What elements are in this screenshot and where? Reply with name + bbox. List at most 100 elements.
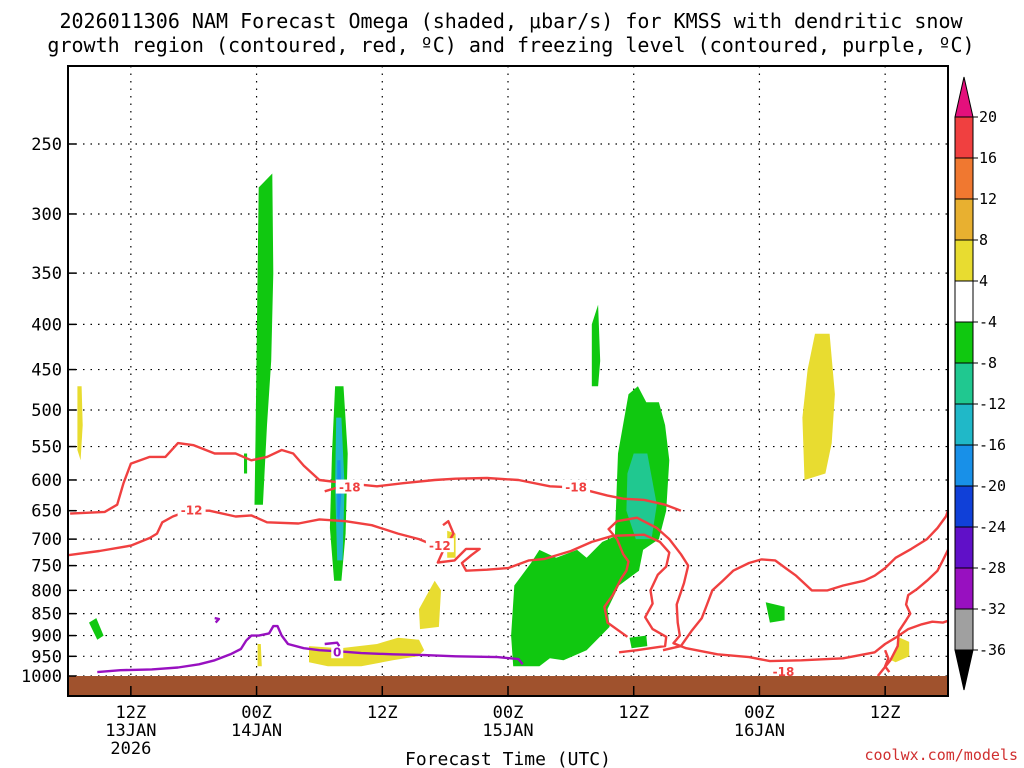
omega-region-4-6: [891, 637, 910, 663]
x-tick-label-1-0: 00Z: [241, 703, 272, 723]
contour-label-bg-0: [562, 479, 591, 494]
contour-line-3: [436, 520, 671, 654]
colorbar-label-11: -28: [979, 559, 1006, 577]
x-tick-label-2-0: 12Z: [367, 703, 398, 723]
colorbar-box-3: [954, 239, 974, 282]
y-tick-label-250: 250: [31, 135, 62, 155]
x-tick-label-4-0: 12Z: [618, 703, 649, 723]
omega-region-0-3: [511, 386, 670, 667]
site-credit: coolwx.com/models: [864, 746, 1018, 764]
x-tick-label-3-0: 00Z: [493, 703, 524, 723]
colorbar-box-10: [954, 526, 974, 569]
contour-line-7: [662, 510, 948, 652]
colorbar-label-8: -16: [979, 436, 1006, 454]
colorbar-box-12: [954, 608, 974, 651]
y-tick-label-850: 850: [31, 605, 62, 625]
colorbar-box-6: [954, 362, 974, 405]
colorbar: 20 16 12 8 4 -4 -8 -12 -16 -20 -24 -28 -32 -36: [954, 76, 1006, 691]
contour-line-8: [97, 624, 524, 674]
y-tick-label-600: 600: [31, 471, 62, 491]
contour-label-3: -12: [429, 539, 451, 553]
contour-line-6: [876, 549, 948, 677]
x-tick-label-0-0: 12Z: [115, 703, 146, 723]
colorbar-label-7: -12: [979, 395, 1006, 413]
omega-region-0-0: [254, 173, 274, 505]
colorbar-label-1: 16: [979, 149, 997, 167]
colorbar-label-10: -24: [979, 518, 1006, 536]
y-tick-label-400: 400: [31, 315, 62, 335]
temperature-contours: -18 -18 -12 -12 -18 0: [68, 441, 948, 679]
colorbar-box-4: [954, 280, 974, 323]
colorbar-box-1: [954, 157, 974, 200]
x-tick-label-0-1: 13JAN: [105, 721, 156, 741]
contour-label-8: 0: [333, 645, 341, 659]
colorbar-box-2: [954, 198, 974, 241]
contour-line-2: [68, 509, 441, 557]
y-tick-label-650: 650: [31, 502, 62, 522]
contour-label-bg-2: [177, 502, 206, 517]
y-tick-label-950: 950: [31, 647, 62, 667]
colorbar-label-12: -32: [979, 600, 1006, 618]
omega-region-4-0: [77, 386, 83, 461]
omega-region-4-1: [802, 333, 835, 480]
contour-label-bg-1: [335, 479, 364, 494]
x-tick-label-5-1: 16JAN: [734, 721, 785, 741]
x-tick-label-3-1: 15JAN: [482, 721, 533, 741]
contour-line-4: [603, 516, 948, 663]
y-tick-label-300: 300: [31, 205, 62, 225]
contour-line-5: [883, 649, 891, 673]
y-tick-label-550: 550: [31, 438, 62, 458]
omega-region-4-3: [419, 580, 441, 630]
y-tick-label-450: 450: [31, 361, 62, 381]
contour-label-bg-4: [769, 664, 798, 679]
colorbar-box-0: [954, 116, 974, 159]
colorbar-label-5: -4: [979, 313, 997, 331]
contour-label-2: -12: [181, 504, 203, 518]
y-tick-label-500: 500: [31, 401, 62, 421]
y-tick-label-1000: 1000: [21, 667, 62, 687]
omega-shading: [77, 173, 910, 667]
y-tick-label-350: 350: [31, 264, 62, 284]
colorbar-bottom-arrow: [954, 649, 974, 691]
colorbar-label-3: 8: [979, 231, 988, 249]
y-tick-label-750: 750: [31, 557, 62, 577]
contour-line-10: [214, 616, 221, 624]
contour-label-0: -18: [565, 481, 587, 495]
colorbar-box-11: [954, 567, 974, 610]
colorbar-box-7: [954, 403, 974, 446]
x-tick-label-5-0: 00Z: [744, 703, 775, 723]
y-tick-label-900: 900: [31, 627, 62, 647]
omega-region-4-4: [309, 637, 425, 667]
y-tick-label-700: 700: [31, 530, 62, 550]
contour-label-bg-8: [331, 644, 344, 659]
colorbar-label-0: 20: [979, 108, 997, 126]
colorbar-box-8: [954, 444, 974, 487]
colorbar-label-6: -8: [979, 354, 997, 372]
colorbar-box-9: [954, 485, 974, 528]
colorbar-label-4: 4: [979, 272, 988, 290]
omega-region-4-5: [257, 644, 262, 667]
colorbar-label-13: -36: [979, 641, 1006, 659]
contour-label-1: -18: [339, 481, 361, 495]
y-axis: 2503003504004505005506006507007508008509…: [21, 135, 76, 687]
colorbar-box-5: [954, 321, 974, 364]
colorbar-label-9: -20: [979, 477, 1006, 495]
x-tick-label-0-2: 2026: [110, 739, 151, 759]
y-tick-label-800: 800: [31, 581, 62, 601]
contour-label-4: -18: [773, 665, 795, 679]
omega-region-0-5: [89, 618, 104, 640]
omega-region-0-7: [629, 635, 648, 649]
omega-region-0-6: [765, 602, 785, 623]
x-tick-label-1-1: 14JAN: [231, 721, 282, 741]
plot-area: -18 -18 -12 -12 -18 0: [68, 66, 948, 696]
chart-title-line-1: 2026011306 NAM Forecast Omega (shaded, μ…: [59, 9, 963, 33]
contour-line-9: [324, 641, 341, 647]
x-axis-title: Forecast Time (UTC): [405, 749, 611, 768]
contour-label-bg-3: [425, 538, 454, 553]
chart-title-line-2: growth region (contoured, red, ºC) and f…: [47, 33, 974, 57]
omega-region-0-4: [591, 304, 601, 387]
x-tick-label-6-0: 12Z: [870, 703, 901, 723]
colorbar-label-2: 12: [979, 190, 997, 208]
